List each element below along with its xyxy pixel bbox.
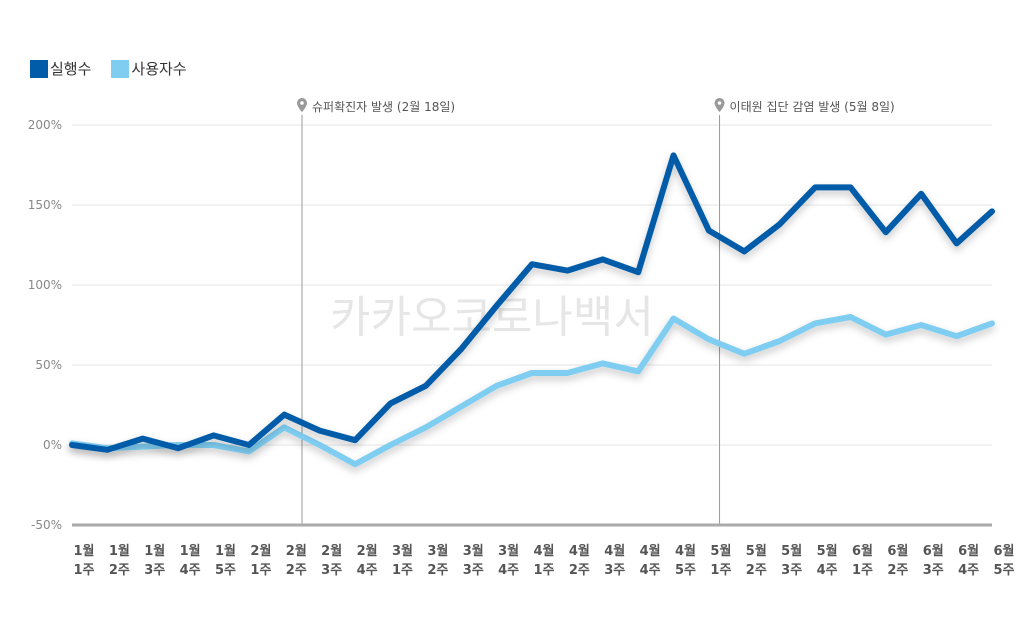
- x-tick-label-month: 6월: [993, 543, 1014, 559]
- x-tick-label-month: 1월: [180, 543, 201, 559]
- annotations: 슈퍼확진자 발생 (2월 18일) 이태원 집단 감염 발생 (5월 8일): [297, 98, 895, 525]
- series-line-1: [69, 152, 995, 453]
- x-tick-label-week: 4주: [357, 563, 378, 578]
- legend-label-series-2: 사용자수: [131, 60, 187, 78]
- x-tick-label-month: 5월: [710, 543, 731, 559]
- x-tick-label-week: 2주: [746, 563, 767, 578]
- x-tick-label-month: 2월: [250, 543, 271, 559]
- x-tick-label-month: 2월: [357, 543, 378, 559]
- legend-swatch-series-1: [30, 59, 48, 78]
- x-tick-label-week: 2주: [887, 563, 908, 578]
- x-tick-label-month: 6월: [887, 543, 908, 559]
- location-pin-icon: [714, 98, 725, 112]
- x-tick-label-week: 1주: [73, 563, 94, 578]
- y-tick-label: 100%: [28, 278, 62, 292]
- pin-shape: [714, 98, 725, 112]
- y-tick-label: 50%: [35, 358, 62, 372]
- y-tick-label: 200%: [28, 118, 62, 132]
- x-tick-label-week: 5주: [993, 563, 1014, 578]
- x-tick-label-month: 6월: [958, 543, 979, 559]
- x-tick-label-month: 4월: [604, 543, 625, 559]
- x-tick-label-month: 3월: [498, 543, 519, 559]
- annotation-label: 이태원 집단 감염 발생 (5월 8일): [730, 100, 895, 114]
- grid: [72, 124, 992, 446]
- x-tick-label-month: 2월: [286, 543, 307, 559]
- x-tick-label-week: 3주: [781, 563, 802, 578]
- x-tick-label-week: 1주: [852, 563, 873, 578]
- x-tick-label-week: 2주: [109, 563, 130, 578]
- x-tick-label-month: 2월: [321, 543, 342, 559]
- x-tick-label-week: 3주: [463, 563, 484, 578]
- x-tick-label-month: 6월: [923, 543, 944, 559]
- y-tick-label: 0%: [43, 438, 62, 452]
- watermark-text: 카카오코로나백서: [330, 292, 654, 343]
- x-tick-label-week: 2주: [427, 563, 448, 578]
- pin-shape: [297, 98, 307, 112]
- legend-item-series-1: 실행수: [30, 58, 91, 79]
- x-tick-label-month: 3월: [392, 543, 413, 559]
- x-tick-label-week: 4주: [180, 563, 201, 578]
- x-tick-label-month: 5월: [817, 543, 838, 559]
- series-lines: [69, 152, 995, 468]
- x-tick-label-week: 1주: [250, 563, 271, 578]
- x-tick-label-month: 1월: [73, 543, 94, 559]
- x-tick-label-week: 1주: [392, 563, 413, 578]
- y-tick-label: 150%: [28, 198, 62, 212]
- x-tick-label-week: 1주: [533, 563, 554, 578]
- x-tick-label-week: 2주: [569, 563, 590, 578]
- x-tick-label-month: 3월: [463, 543, 484, 559]
- location-pin-icon: [297, 98, 307, 112]
- x-tick-label-month: 4월: [569, 543, 590, 559]
- x-tick-label-week: 2주: [286, 563, 307, 578]
- x-tick-label-week: 4주: [817, 563, 838, 578]
- x-tick-label-week: 3주: [321, 563, 342, 578]
- legend-item-series-2: 사용자수: [111, 58, 187, 79]
- x-tick-label-month: 3월: [427, 543, 448, 559]
- pin-hole: [300, 101, 304, 105]
- legend: 실행수 사용자수: [30, 58, 201, 79]
- x-tick-label-month: 1월: [144, 543, 165, 559]
- x-tick-label-month: 1월: [109, 543, 130, 559]
- legend-swatch-series-2: [111, 59, 130, 78]
- x-tick-label-week: 3주: [604, 563, 625, 578]
- x-tick-label-month: 5월: [746, 543, 767, 559]
- y-tick-label: -50%: [31, 518, 62, 532]
- pin-hole: [717, 101, 722, 105]
- x-tick-label-week: 3주: [144, 563, 165, 578]
- x-tick-label-week: 4주: [958, 563, 979, 578]
- x-tick-label-month: 6월: [852, 543, 873, 559]
- x-tick-label-month: 4월: [533, 543, 554, 559]
- x-tick-label-month: 4월: [675, 543, 696, 559]
- axes: 200% 150% 100% 50% 0% -50% 1월 1주 1월 2주 1월 3주 1월 4주 1월 5…: [28, 118, 1015, 578]
- x-tick-label-month: 5월: [781, 543, 802, 559]
- x-tick-label-week: 3주: [923, 563, 944, 578]
- x-tick-label-week: 4주: [640, 563, 661, 578]
- x-tick-label-week: 5주: [215, 563, 236, 578]
- x-tick-label-month: 1월: [215, 543, 236, 559]
- x-tick-label-week: 1주: [710, 563, 731, 578]
- legend-label-series-1: 실행수: [50, 60, 92, 78]
- x-tick-label-week: 4주: [498, 563, 519, 578]
- x-tick-label-month: 4월: [640, 543, 661, 559]
- annotation-label: 슈퍼확진자 발생 (2월 18일): [312, 100, 455, 114]
- x-tick-label-week: 5주: [675, 563, 696, 578]
- series-line-2: [69, 314, 995, 468]
